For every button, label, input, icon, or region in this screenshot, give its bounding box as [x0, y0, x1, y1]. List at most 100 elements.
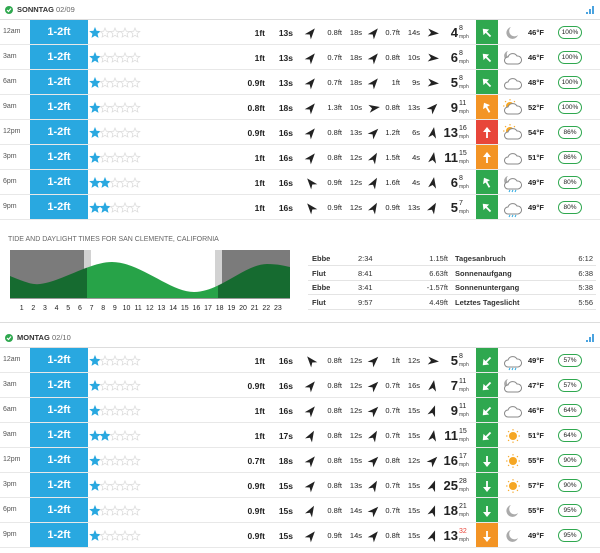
sun-ray — [507, 464, 510, 466]
sun-ray — [507, 430, 510, 432]
star-empty — [129, 479, 141, 491]
temperature: 47°F — [528, 380, 544, 390]
arrow-shape — [307, 202, 318, 214]
swell-arrow — [427, 479, 436, 492]
tide-cell: 2:34 — [358, 254, 373, 263]
star-filled — [99, 429, 111, 441]
sun-ray — [507, 455, 510, 457]
row-line — [0, 472, 600, 473]
arrow-shape — [368, 104, 380, 113]
swell-height: 1ft — [254, 202, 265, 213]
time: 9am — [3, 102, 17, 110]
wind-arrow-shape — [483, 530, 491, 542]
day-date: 02/09 — [56, 5, 75, 14]
wind-arrow — [482, 431, 492, 440]
row-line — [0, 44, 600, 45]
swell-height: 0.7ft — [385, 27, 400, 37]
row-line — [0, 69, 600, 70]
swell-arrow — [427, 202, 436, 214]
swell-arrow — [428, 379, 437, 392]
cloud — [504, 355, 522, 367]
rain-drop — [511, 214, 514, 217]
star-empty — [99, 51, 111, 63]
time: 12am — [3, 355, 21, 363]
star-filled — [89, 201, 101, 213]
wind-arrow-shape — [483, 151, 491, 163]
swell-height: 0.8ft — [247, 102, 265, 113]
surf-height: 1-2ft — [47, 50, 71, 63]
tide-row-line — [308, 308, 596, 310]
swell-period: 15s — [349, 455, 362, 465]
swell-height: 0.9ft — [327, 177, 342, 187]
swell-arrow — [368, 430, 377, 442]
swell-height: 1ft — [254, 405, 265, 416]
star-empty — [129, 504, 141, 516]
wind-unit: mph — [459, 486, 469, 493]
surf-height: 1-2ft — [47, 125, 71, 138]
star-empty — [119, 176, 131, 188]
swell-height: 0.8ft — [327, 355, 342, 365]
temperature: 46°F — [528, 405, 544, 415]
star-empty — [129, 176, 141, 188]
arrow-head — [483, 151, 491, 157]
temperature: 49°F — [528, 177, 544, 187]
probability: 86% — [558, 125, 582, 139]
wind-arrow — [483, 151, 491, 163]
time: 12pm — [3, 455, 21, 463]
surf-column — [30, 20, 88, 220]
swell-height: 1.2ft — [385, 127, 400, 137]
wind-arrow — [483, 126, 491, 138]
signal-bar — [586, 340, 588, 342]
surf-height: 1-2ft — [47, 353, 71, 366]
sun-ray — [507, 480, 510, 482]
time: 6pm — [3, 505, 17, 513]
arrow-shape — [368, 430, 377, 442]
arrow-head — [482, 383, 490, 390]
tide-cell: 3:41 — [358, 283, 373, 292]
swell-height: 0.7ft — [247, 455, 265, 466]
time: 6am — [3, 77, 17, 85]
swell-arrow — [307, 177, 318, 189]
swell-period: 16s — [278, 380, 293, 391]
arrow-shape — [304, 152, 315, 164]
tide-cell: Letztes Tageslicht — [455, 297, 520, 307]
arrow-shape — [368, 177, 377, 189]
arrow-shape — [304, 77, 315, 89]
swell-period: 15s — [407, 405, 420, 415]
swell-period: 13s — [278, 52, 293, 63]
tide-cell: 5:38 — [578, 283, 593, 292]
sun — [509, 431, 517, 440]
swell-arrow — [367, 77, 378, 89]
arrow-head — [482, 203, 490, 210]
hour-label: 12 — [145, 305, 154, 312]
swell-arrow — [304, 380, 315, 392]
tide-cell: Ebbe — [312, 283, 331, 292]
wind-unit: mph — [459, 536, 469, 543]
star-empty — [129, 454, 141, 466]
moon — [506, 26, 518, 39]
swell-period: 16s — [278, 355, 293, 366]
rating — [89, 126, 141, 138]
wind-unit: mph — [459, 33, 469, 40]
rating — [89, 101, 141, 113]
swell-period: 16s — [278, 405, 293, 416]
surf-height: 1-2ft — [47, 478, 71, 491]
wind-arrow — [483, 530, 491, 542]
row-line — [0, 447, 600, 448]
star-empty — [109, 76, 121, 88]
star-empty — [119, 454, 131, 466]
arrow-shape — [307, 177, 318, 189]
row-line — [0, 119, 600, 120]
swell-arrow — [427, 404, 436, 417]
tide-cell: Sonnenaufgang — [455, 268, 512, 278]
hour-label: 23 — [274, 305, 282, 312]
swell-arrow — [428, 126, 437, 139]
time: 9am — [3, 430, 17, 438]
swell-height: 1.6ft — [385, 177, 400, 187]
temperature: 49°F — [528, 202, 544, 212]
star-empty — [99, 379, 111, 391]
wind-arrow — [482, 203, 492, 212]
temperature: 48°F — [528, 77, 544, 87]
day-date: 02/10 — [52, 333, 71, 342]
sun-ray — [507, 439, 510, 441]
